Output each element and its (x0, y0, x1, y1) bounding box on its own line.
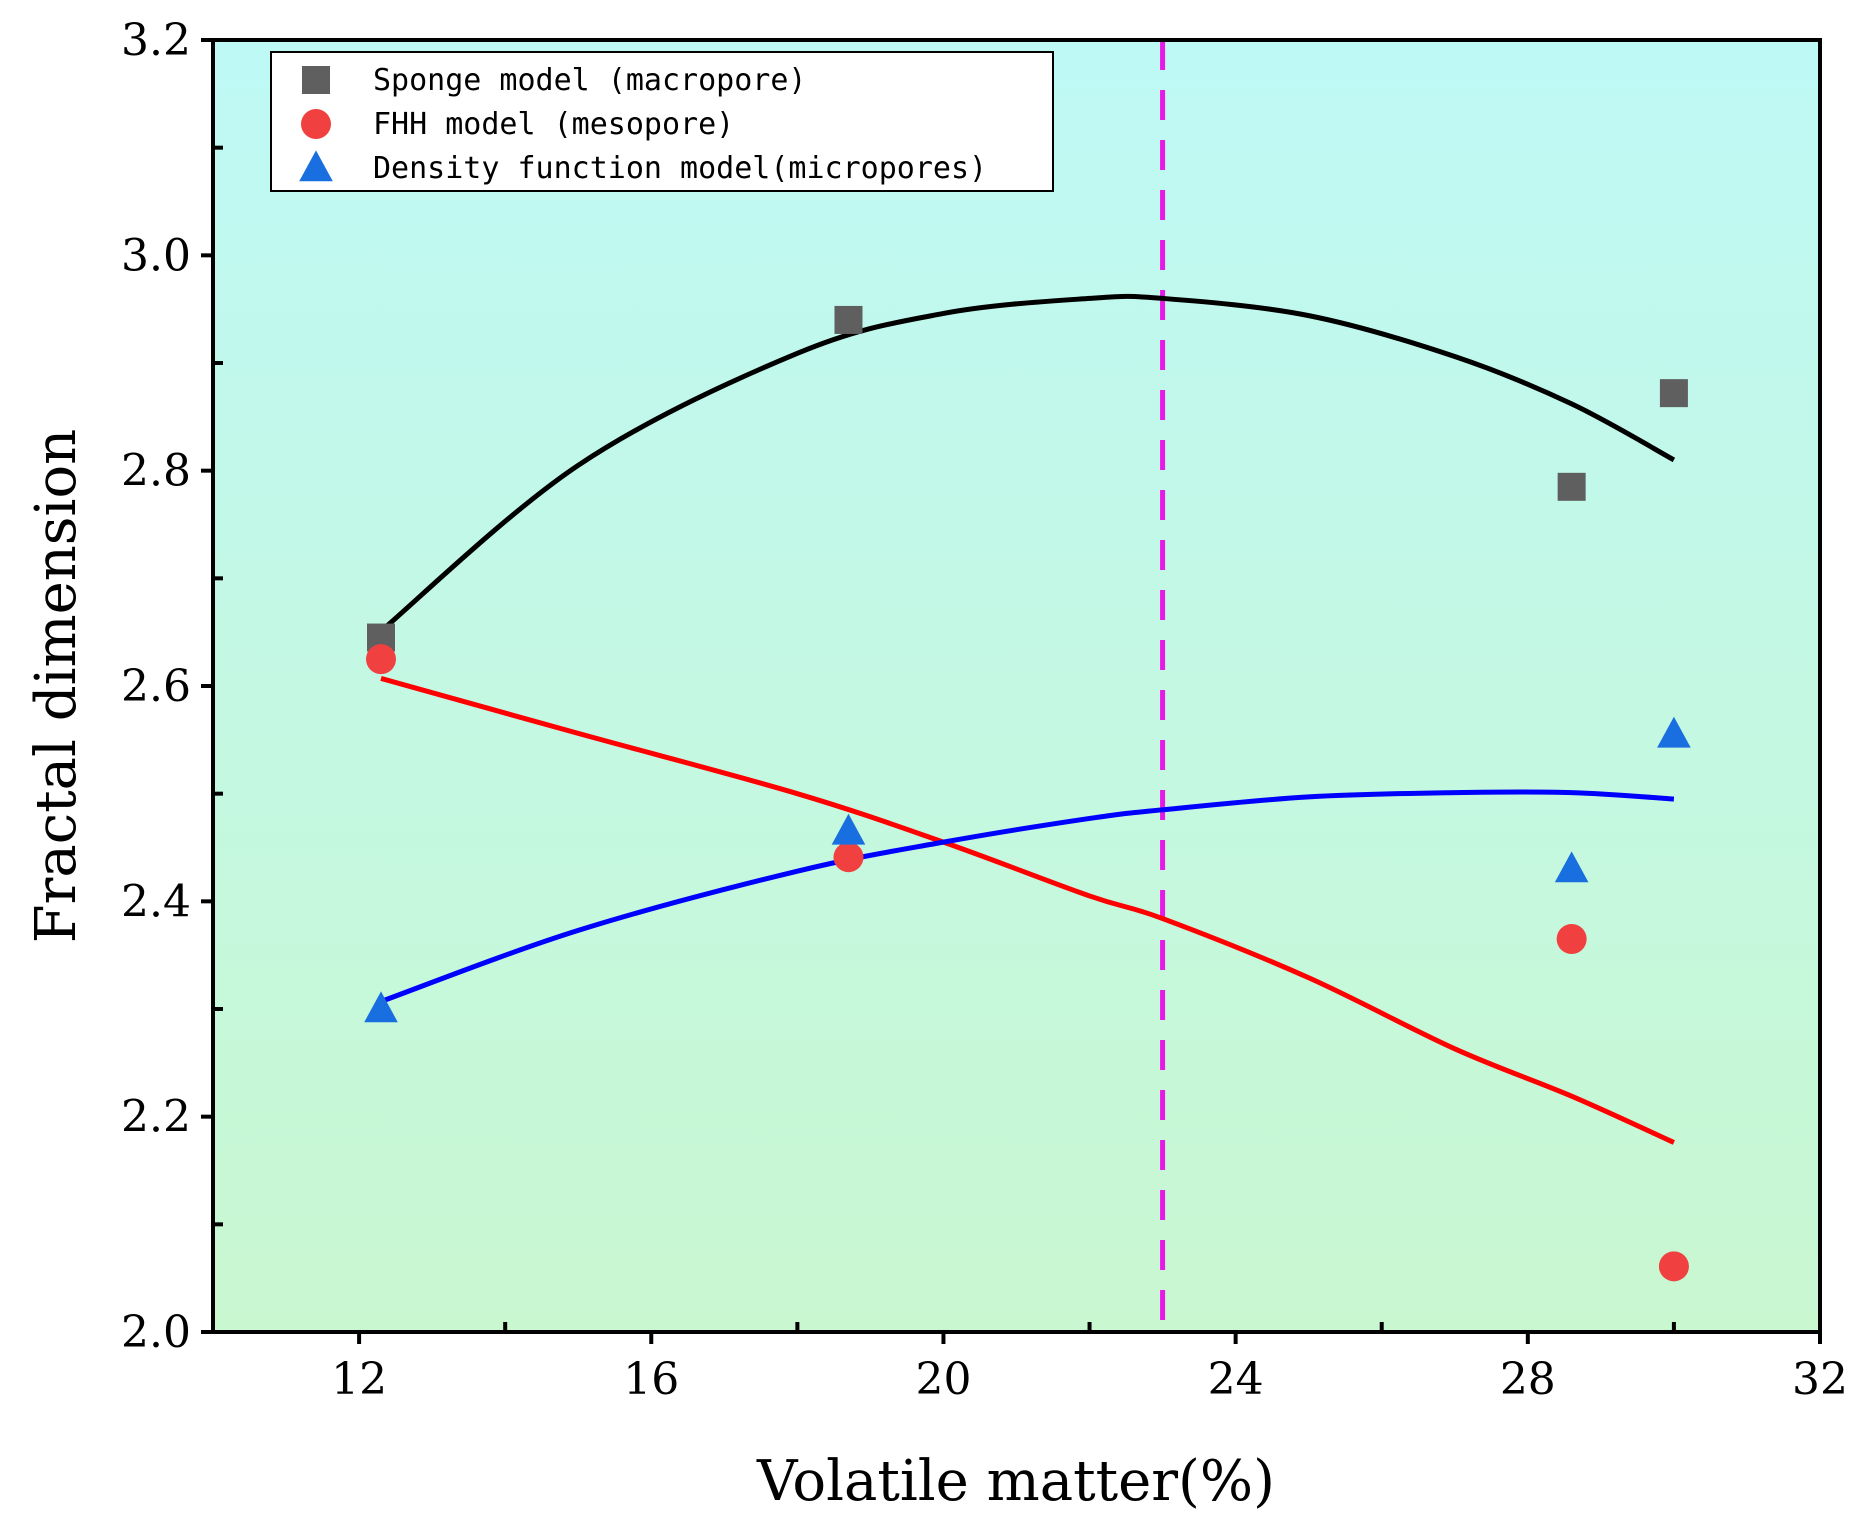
legend-marker-1 (301, 109, 331, 139)
data-point-series1-1 (833, 842, 864, 873)
plot-area (213, 40, 1820, 1332)
x-tick-label: 12 (331, 1354, 387, 1405)
x-tick-label: 20 (915, 1354, 971, 1405)
y-tick-label: 2.8 (121, 446, 191, 497)
legend-marker-0 (302, 66, 330, 94)
legend: Sponge model (macropore) FHH model (mesop… (270, 51, 1054, 192)
y-tick-label: 2.4 (121, 876, 191, 927)
y-tick-label: 3.2 (121, 15, 191, 66)
fit-curve-2 (380, 789, 1675, 1004)
legend-label-1: FHH model (mesopore) (373, 107, 734, 142)
y-axis-title: Fractal dimension (24, 429, 89, 943)
x-tick-label: 32 (1792, 1354, 1848, 1405)
fit-curve-0 (379, 293, 1676, 634)
data-point-series2-3 (1657, 716, 1691, 748)
y-tick-label: 2.2 (121, 1092, 191, 1143)
legend-label-2: Density function model(micropores) (373, 151, 987, 186)
legend-marker-2 (299, 150, 333, 182)
legend-box (270, 51, 1054, 192)
x-tick-label: 28 (1500, 1354, 1556, 1405)
axis-ticks: 12 16 20 24 28 32 2.0 2.2 2.4 2.6 2.8 3.0 3.2 (121, 15, 1848, 1405)
data-point-series0-2 (1557, 472, 1586, 501)
fit-curve-1 (380, 676, 1675, 1145)
data-point-series1-2 (1556, 924, 1587, 955)
y-tick-label: 3.0 (121, 230, 191, 281)
data-point-series2-0 (364, 991, 398, 1023)
y-tick-label: 2.6 (121, 661, 191, 712)
data-point-series0-1 (834, 305, 863, 334)
plot-marks (364, 40, 1691, 1332)
data-point-series1-0 (366, 644, 397, 675)
x-tick-label: 24 (1208, 1354, 1264, 1405)
data-point-series1-3 (1658, 1251, 1689, 1282)
y-tick-label: 2.0 (121, 1307, 191, 1358)
x-tick-label: 16 (623, 1354, 679, 1405)
data-point-series0-3 (1659, 379, 1688, 408)
data-point-series2-1 (831, 813, 866, 845)
legend-label-0: Sponge model (macropore) (373, 63, 806, 98)
x-axis-title: Volatile matter(%) (756, 1449, 1275, 1514)
data-point-series2-2 (1554, 851, 1589, 883)
